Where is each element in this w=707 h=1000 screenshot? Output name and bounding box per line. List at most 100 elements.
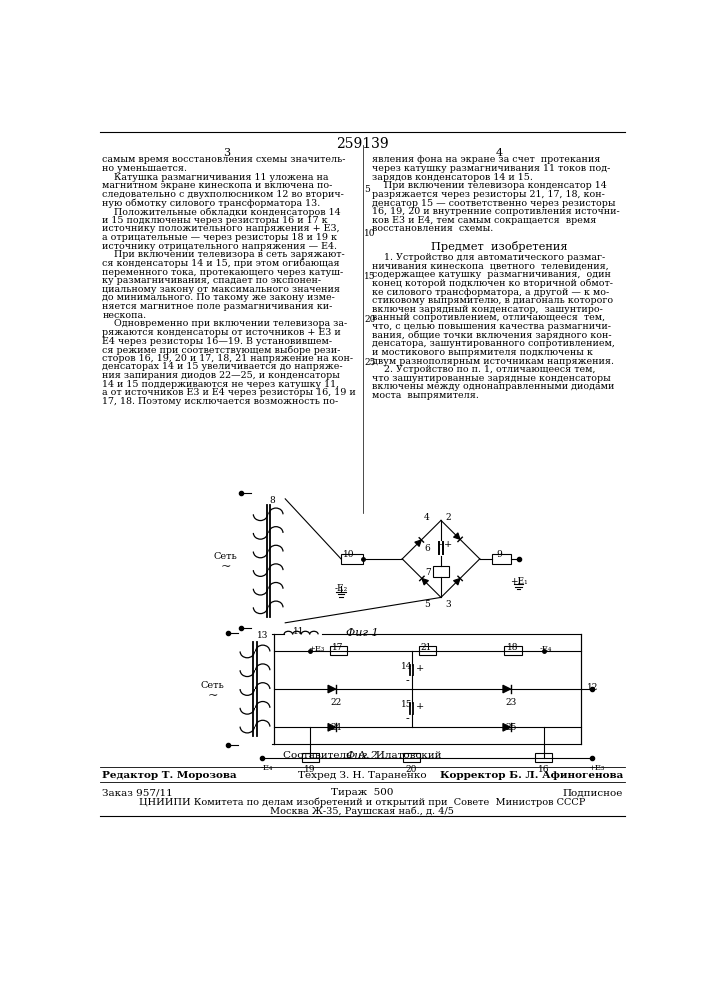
Text: нескопа.: нескопа.: [103, 311, 146, 320]
Text: 5: 5: [364, 185, 370, 194]
Polygon shape: [415, 540, 421, 546]
Bar: [505, 646, 522, 655]
Polygon shape: [503, 723, 510, 731]
Text: 7: 7: [426, 568, 431, 577]
Text: +E₃: +E₃: [588, 764, 604, 772]
Text: 20: 20: [405, 765, 416, 774]
Text: 22: 22: [330, 698, 341, 707]
Text: 12: 12: [587, 683, 598, 692]
Text: Редактор Т. Морозова: Редактор Т. Морозова: [103, 771, 237, 780]
Text: зарядов конденсаторов 14 и 15.: зарядов конденсаторов 14 и 15.: [372, 173, 533, 182]
Text: источнику положительного напряжения + Е3,: источнику положительного напряжения + Е3…: [103, 224, 340, 233]
Text: 4: 4: [424, 513, 430, 522]
Text: явления фона на экране за счет  протекания: явления фона на экране за счет протекани…: [372, 155, 600, 164]
Text: денсаторах 14 и 15 увеличивается до напряже-: денсаторах 14 и 15 увеличивается до напр…: [103, 362, 343, 371]
Text: циальному закону от максимального значения: циальному закону от максимального значен…: [103, 285, 340, 294]
Text: ния запирания диодов 22—25, и конденсаторы: ния запирания диодов 22—25, и конденсато…: [103, 371, 340, 380]
Text: ничивания кинескопа  цветного  телевидения,: ничивания кинескопа цветного телевидения…: [372, 262, 609, 271]
Text: включены между однонаправленными диодами: включены между однонаправленными диодами: [372, 382, 614, 391]
Text: +: +: [444, 540, 452, 549]
Text: Положительные обкладки конденсаторов 14: Положительные обкладки конденсаторов 14: [103, 207, 341, 217]
Text: +E₃: +E₃: [308, 645, 325, 653]
Text: 24: 24: [330, 723, 341, 732]
Text: Предмет  изобретения: Предмет изобретения: [431, 241, 568, 252]
Text: вания, общие точки включения зарядного кон-: вания, общие точки включения зарядного к…: [372, 331, 612, 340]
Text: Фиг 1: Фиг 1: [346, 628, 378, 638]
Text: Подписное: Подписное: [563, 788, 623, 797]
Text: ся режиме при соответствующем выборе рези-: ся режиме при соответствующем выборе рез…: [103, 345, 341, 355]
Text: 15: 15: [401, 700, 412, 709]
Text: 16, 19, 20 и внутренние сопротивления источни-: 16, 19, 20 и внутренние сопротивления ис…: [372, 207, 620, 216]
Text: При включении телевизора в сеть заряжают-: При включении телевизора в сеть заряжают…: [103, 250, 345, 259]
Text: При включении телевизора конденсатор 14: При включении телевизора конденсатор 14: [372, 181, 607, 190]
Text: -E₂: -E₂: [334, 584, 348, 593]
Text: +: +: [416, 664, 424, 673]
Text: переменного тока, протекающего через катуш-: переменного тока, протекающего через кат…: [103, 268, 344, 277]
Text: до минимального. По такому же закону изме-: до минимального. По такому же закону изм…: [103, 293, 335, 302]
Text: 14: 14: [401, 662, 412, 671]
Text: 13: 13: [257, 631, 269, 640]
Text: Москва Ж-35, Раушская наб., д. 4/5: Москва Ж-35, Раушская наб., д. 4/5: [270, 806, 454, 816]
Text: ную обмотку силового трансформатора 13.: ную обмотку силового трансформатора 13.: [103, 199, 320, 208]
Text: магнитном экране кинескопа и включена по-: магнитном экране кинескопа и включена по…: [103, 181, 333, 190]
Text: 10: 10: [343, 550, 354, 559]
Text: Заказ 957/11: Заказ 957/11: [103, 788, 173, 797]
Text: и 15 подключены через резисторы 16 и 17 к: и 15 подключены через резисторы 16 и 17 …: [103, 216, 328, 225]
Text: разряжается через резисторы 21, 17, 18, кон-: разряжается через резисторы 21, 17, 18, …: [372, 190, 605, 199]
Text: сторов 16, 19, 20 и 17, 18, 21 напряжение на кон-: сторов 16, 19, 20 и 17, 18, 21 напряжени…: [103, 354, 354, 363]
Text: 8: 8: [270, 496, 276, 505]
Text: -: -: [405, 676, 409, 686]
Text: включен зарядный конденсатор,  зашунтиро-: включен зарядный конденсатор, зашунтиро-: [372, 305, 603, 314]
Text: Корректор Б. Л. Афиногенова: Корректор Б. Л. Афиногенова: [440, 771, 623, 780]
Text: и мостикового выпрямителя подключены к: и мостикового выпрямителя подключены к: [372, 348, 593, 357]
Text: ков Е3 и Е4, тем самым сокращается  время: ков Е3 и Е4, тем самым сокращается время: [372, 216, 597, 225]
Text: 21: 21: [421, 643, 432, 652]
Text: 2. Устройство по п. 1, отличающееся тем,: 2. Устройство по п. 1, отличающееся тем,: [372, 365, 595, 374]
Polygon shape: [422, 578, 428, 585]
Text: 25: 25: [506, 723, 517, 732]
Text: 23: 23: [506, 698, 517, 707]
Text: самым время восстановления схемы значитель-: самым время восстановления схемы значите…: [103, 155, 346, 164]
Text: Сеть: Сеть: [214, 552, 238, 561]
Text: няется магнитное поле размагничивания ки-: няется магнитное поле размагничивания ки…: [103, 302, 333, 311]
Bar: [341, 554, 363, 564]
Text: восстановления  схемы.: восстановления схемы.: [372, 224, 493, 233]
Text: 259139: 259139: [336, 137, 388, 151]
Text: стиковому выпрямителю, в диагональ которого: стиковому выпрямителю, в диагональ котор…: [372, 296, 613, 305]
Text: ке силового трансформатора, а другой — к мо-: ке силового трансформатора, а другой — к…: [372, 288, 609, 297]
Bar: [433, 566, 449, 577]
Text: 1. Устройство для автоматического размаг-: 1. Устройство для автоматического размаг…: [372, 253, 605, 262]
Text: 25: 25: [364, 358, 376, 367]
Bar: [403, 753, 420, 762]
Bar: [535, 753, 552, 762]
Text: -: -: [405, 714, 409, 724]
Text: что зашунтированные зарядные конденсаторы: что зашунтированные зарядные конденсатор…: [372, 374, 611, 383]
Text: 9: 9: [497, 550, 503, 559]
Text: +: +: [416, 702, 424, 711]
Text: ванный сопротивлением, отличающееся  тем,: ванный сопротивлением, отличающееся тем,: [372, 313, 605, 322]
Text: Сеть: Сеть: [201, 681, 224, 690]
Bar: [302, 753, 319, 762]
Text: Катушка размагничивания 11 уложена на: Катушка размагничивания 11 уложена на: [103, 173, 329, 182]
Text: Фиг.2: Фиг.2: [346, 751, 378, 761]
Polygon shape: [503, 685, 510, 693]
Text: 18: 18: [507, 643, 518, 652]
Bar: [329, 646, 346, 655]
Text: 17: 17: [332, 643, 344, 652]
Polygon shape: [328, 723, 336, 731]
Text: но уменьшается.: но уменьшается.: [103, 164, 187, 173]
Text: ЦНИИПИ Комитета по делам изобретений и открытий при  Совете  Министров СССР: ЦНИИПИ Комитета по делам изобретений и о…: [139, 798, 585, 807]
Text: 4: 4: [496, 148, 503, 158]
Text: 17, 18. Поэтому исключается возможность по-: 17, 18. Поэтому исключается возможность …: [103, 397, 339, 406]
Text: 10: 10: [364, 229, 376, 238]
Text: ряжаются конденсаторы от источников + Е3 и: ряжаются конденсаторы от источников + Е3…: [103, 328, 341, 337]
Text: 20: 20: [364, 315, 375, 324]
Text: моста  выпрямителя.: моста выпрямителя.: [372, 391, 479, 400]
Bar: [419, 646, 436, 655]
Text: -E₄: -E₄: [260, 764, 273, 772]
Text: а от источников Е3 и Е4 через резисторы 16, 19 и: а от источников Е3 и Е4 через резисторы …: [103, 388, 356, 397]
Text: денсатор 15 — соответственно через резисторы: денсатор 15 — соответственно через резис…: [372, 199, 616, 208]
Text: Тираж  500: Тираж 500: [331, 788, 393, 797]
Text: 5: 5: [424, 600, 430, 609]
Text: конец которой подключен ко вторичной обмот-: конец которой подключен ко вторичной обм…: [372, 279, 613, 288]
